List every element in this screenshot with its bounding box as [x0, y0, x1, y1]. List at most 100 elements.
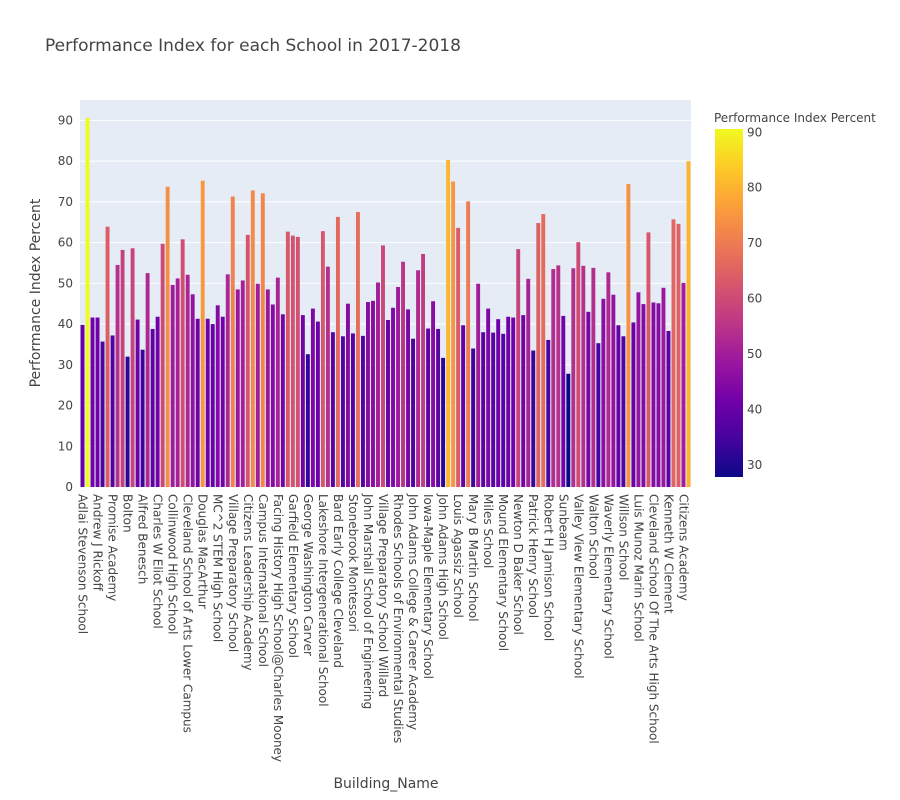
bar [105, 226, 110, 487]
bar [531, 350, 536, 487]
bar [686, 161, 691, 488]
bar [596, 343, 601, 487]
bar [616, 325, 621, 487]
bar [330, 332, 335, 487]
x-tick-label: Newton D Baker School [511, 494, 525, 635]
bar [586, 311, 591, 487]
bar [416, 270, 421, 487]
y-tick-label: 50 [58, 276, 73, 290]
bar [511, 317, 516, 487]
bar [285, 231, 290, 487]
bar [431, 301, 436, 487]
x-tick-label: Village Preparatory School [226, 494, 240, 652]
bar [401, 261, 405, 487]
bar [175, 278, 180, 487]
y-tick-label: 10 [58, 439, 73, 453]
bar [170, 284, 175, 487]
bar [376, 282, 380, 487]
bar [441, 357, 446, 487]
bar [481, 332, 486, 487]
bar [120, 249, 125, 487]
bar [85, 117, 90, 488]
bar [300, 315, 305, 487]
bar [235, 289, 240, 487]
x-tick-label: Facing History High School@Charles Moone… [271, 494, 285, 762]
bar [456, 227, 461, 487]
x-tick-label: Bard Early College Cleveland [331, 494, 345, 668]
bar [100, 341, 105, 487]
bar [270, 304, 275, 487]
x-tick-label: John Adams High School [436, 493, 450, 640]
bar [581, 265, 586, 487]
bar [160, 243, 165, 487]
bar [155, 316, 160, 487]
bar [115, 264, 120, 487]
bar [381, 245, 385, 487]
bar [526, 278, 531, 487]
x-tick-label: Garfield Elementary School [286, 494, 300, 658]
x-tick-label: Adlai Stevenson School [76, 494, 90, 634]
bar [361, 335, 365, 487]
bar [95, 317, 100, 487]
x-tick-label: Kenneth W Clement [661, 494, 675, 614]
y-tick-label: 0 [65, 480, 73, 494]
x-tick-label: Waverly Elementary School [601, 494, 615, 659]
x-tick-label: Louis Agassiz School [451, 494, 465, 618]
bar [421, 253, 426, 487]
y-axis-title: Performance Index Percent [28, 198, 44, 387]
bar [611, 294, 616, 487]
x-tick-label: Citizens Academy [676, 494, 690, 601]
bar [110, 335, 115, 487]
bar [350, 333, 355, 487]
bar [240, 280, 245, 487]
bar [325, 266, 330, 487]
colorbar-tick-label: 30 [747, 458, 762, 472]
x-tick-label: Charles W Eliot School [151, 494, 165, 629]
bar [340, 336, 345, 487]
bar [496, 319, 501, 487]
x-tick-label: Campus International School [256, 494, 270, 667]
bar [205, 318, 210, 487]
bar [571, 268, 576, 487]
colorbar-title: Performance Index Percent [714, 111, 876, 125]
x-tick-label: MC^2 STEM High School [211, 494, 225, 642]
bar [646, 232, 651, 487]
y-tick-label: 60 [58, 236, 73, 250]
y-tick-label: 90 [58, 113, 73, 127]
bar [396, 286, 400, 487]
y-tick-label: 20 [58, 399, 73, 413]
x-tick-label: George Washington Carver [301, 494, 315, 656]
colorbar-tick-label: 60 [747, 292, 762, 306]
x-tick-label: Patrick Henry School [526, 494, 540, 618]
bar [561, 315, 566, 487]
bar [215, 305, 220, 487]
bar [536, 223, 541, 487]
bar [661, 287, 666, 487]
bar [200, 180, 205, 487]
bar [130, 248, 135, 487]
bar [391, 307, 395, 487]
colorbar-tick-label: 70 [747, 236, 762, 250]
bar [195, 318, 200, 487]
bar [210, 324, 215, 487]
colorbar-ticks: 30 40 50 60 70 80 90 [747, 125, 762, 471]
x-tick-label: Village Preparatory School Willard [376, 494, 390, 697]
x-tick-label: Citizens Leadership Academy [241, 494, 255, 671]
bar [601, 298, 606, 487]
x-tick-label: John Adams College & Career Academy [406, 493, 420, 730]
bar [305, 354, 310, 487]
bar [486, 308, 491, 487]
bar [606, 272, 611, 487]
bar [245, 234, 250, 487]
bar [466, 201, 471, 487]
bar [320, 231, 325, 487]
bar [295, 236, 300, 487]
bar [250, 190, 255, 487]
x-tick-label: Lakeshore Intergenerational School [316, 494, 330, 707]
colorbar-tick-label: 80 [747, 181, 762, 195]
bar [516, 249, 521, 487]
bar [491, 332, 496, 487]
bar [225, 274, 230, 487]
bar [145, 273, 150, 487]
bar [335, 216, 340, 487]
